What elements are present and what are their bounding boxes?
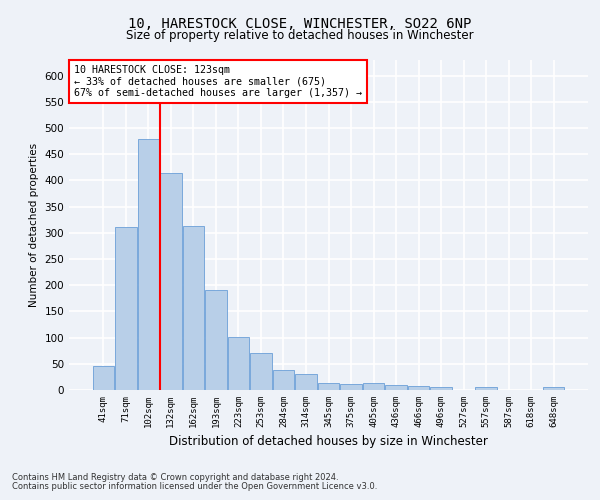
Bar <box>205 290 227 390</box>
Bar <box>160 173 182 390</box>
Text: Contains HM Land Registry data © Crown copyright and database right 2024.: Contains HM Land Registry data © Crown c… <box>12 474 338 482</box>
Bar <box>273 370 294 390</box>
Text: 10, HARESTOCK CLOSE, WINCHESTER, SO22 6NP: 10, HARESTOCK CLOSE, WINCHESTER, SO22 6N… <box>128 18 472 32</box>
X-axis label: Distribution of detached houses by size in Winchester: Distribution of detached houses by size … <box>169 436 488 448</box>
Bar <box>115 227 137 390</box>
Y-axis label: Number of detached properties: Number of detached properties <box>29 143 39 307</box>
Bar <box>92 366 114 390</box>
Bar <box>543 388 565 390</box>
Bar <box>137 138 159 390</box>
Text: 10 HARESTOCK CLOSE: 123sqm
← 33% of detached houses are smaller (675)
67% of sem: 10 HARESTOCK CLOSE: 123sqm ← 33% of deta… <box>74 65 362 98</box>
Bar <box>430 388 452 390</box>
Bar <box>182 226 204 390</box>
Bar <box>408 386 429 390</box>
Bar <box>250 354 272 390</box>
Bar <box>385 385 407 390</box>
Text: Size of property relative to detached houses in Winchester: Size of property relative to detached ho… <box>126 29 474 42</box>
Bar <box>363 382 384 390</box>
Bar <box>340 384 362 390</box>
Bar <box>295 374 317 390</box>
Bar <box>228 336 249 390</box>
Bar <box>318 382 339 390</box>
Text: Contains public sector information licensed under the Open Government Licence v3: Contains public sector information licen… <box>12 482 377 491</box>
Bar <box>475 388 497 390</box>
